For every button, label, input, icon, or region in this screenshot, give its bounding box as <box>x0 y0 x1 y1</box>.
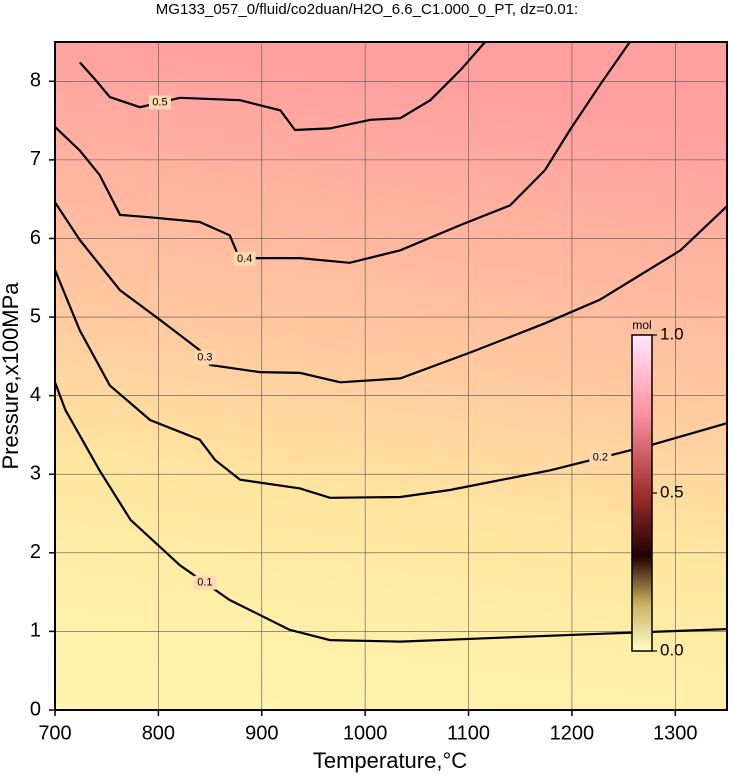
x-tick-label: 1300 <box>653 722 698 744</box>
x-tick-label: 1200 <box>550 722 595 744</box>
contour-label: 0.4 <box>237 253 252 265</box>
x-tick-label: 1100 <box>447 722 490 744</box>
y-tick-label: 5 <box>30 305 41 327</box>
contour-label-bg <box>589 450 612 465</box>
contour-label: 0.2 <box>593 452 608 464</box>
chart-title: MG133_057_0/fluid/co2duan/H2O_6.6_C1.000… <box>156 1 578 18</box>
colorbar <box>631 334 653 652</box>
y-tick-label: 2 <box>30 541 41 563</box>
contour-line <box>78 41 486 132</box>
x-axis-label: Temperature,°C <box>313 748 467 773</box>
contour-label: 0.1 <box>197 577 212 589</box>
y-tick-label: 6 <box>30 227 41 249</box>
colorbar-tick-label: 1.0 <box>660 324 684 343</box>
y-tick-label: 3 <box>30 463 41 485</box>
contour-label-bg <box>233 251 256 266</box>
x-tick-label: 700 <box>38 722 71 744</box>
x-tick-label: 1000 <box>343 722 388 744</box>
y-tick-label: 1 <box>30 620 41 642</box>
axes: 700 800 900 1000 1100 1200 1300 0 1 2 3 4 5 6 7 8 mol 0.0… <box>30 41 728 744</box>
y-tick-label: 7 <box>30 148 41 170</box>
grid <box>54 42 727 711</box>
y-tick-label: 4 <box>30 384 41 406</box>
contour-label-bg <box>193 575 216 590</box>
plot-background <box>55 42 727 710</box>
y-tick-label: 0 <box>30 698 41 720</box>
contour-line <box>53 269 728 499</box>
contour-label: 0.3 <box>197 351 212 363</box>
contour-line <box>54 201 728 384</box>
contour-label-bg <box>193 350 216 365</box>
colorbar-tick-label: 0.0 <box>660 640 684 659</box>
plot-frame <box>54 41 728 711</box>
contour-line <box>53 381 728 643</box>
y-tick-label: 8 <box>30 70 41 92</box>
contours: 0.1 0.2 0.3 0.4 0.5 <box>53 41 728 643</box>
x-tick-label: 800 <box>142 722 175 744</box>
colorbar-label: mol <box>632 318 651 332</box>
contour-label: 0.5 <box>152 96 167 108</box>
colorbar-tick-label: 0.5 <box>660 482 684 501</box>
contour-label-bg <box>148 95 171 110</box>
contour-line <box>54 41 631 264</box>
y-axis-label: Pressure,x100MPa <box>0 282 23 470</box>
x-tick-label: 900 <box>245 722 278 744</box>
